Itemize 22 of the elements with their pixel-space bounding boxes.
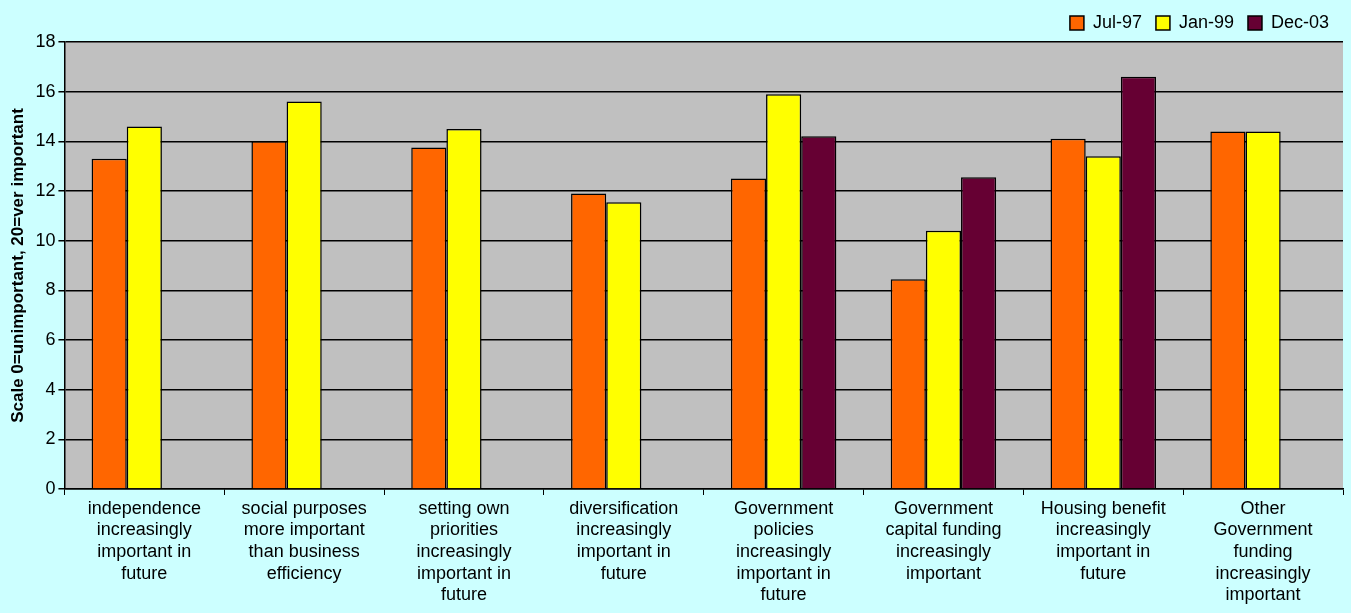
y-tick-label: 10 [35, 229, 56, 250]
y-tick-label: 18 [35, 30, 56, 51]
x-tick-label: Housing benefit increasingly important in future [1040, 497, 1166, 583]
legend-label: Jul-97 [1092, 11, 1142, 32]
x-tick-label: social purposes more important than business efficiency [241, 497, 367, 583]
y-tick-label: 2 [45, 428, 56, 449]
x-tick-label: diversification increasingly important in future [569, 497, 679, 583]
x-tick-label: Other Government funding increasingly important [1213, 497, 1313, 605]
y-tick-label: 14 [35, 130, 56, 151]
legend-label: Dec-03 [1270, 11, 1330, 32]
x-tick-label: Government capital funding increasingly important [885, 497, 1002, 583]
x-tick-label: independence increasingly important in future [87, 497, 201, 583]
y-tick-label: 6 [45, 328, 56, 349]
y-tick-label: 12 [35, 179, 56, 200]
y-tick-label: 8 [45, 279, 56, 300]
x-tick-label: setting own priorities increasingly important in future [416, 497, 512, 605]
y-tick-label: 0 [45, 477, 56, 498]
y-tick-label: 4 [45, 378, 56, 399]
x-tick-label: Government policies increasingly important in future [734, 497, 834, 605]
legend-label: Jan-99 [1178, 11, 1234, 32]
y-axis-title: Scale 0=unimportant, 20=ver important [7, 107, 27, 423]
y-tick-label: 16 [35, 80, 56, 101]
